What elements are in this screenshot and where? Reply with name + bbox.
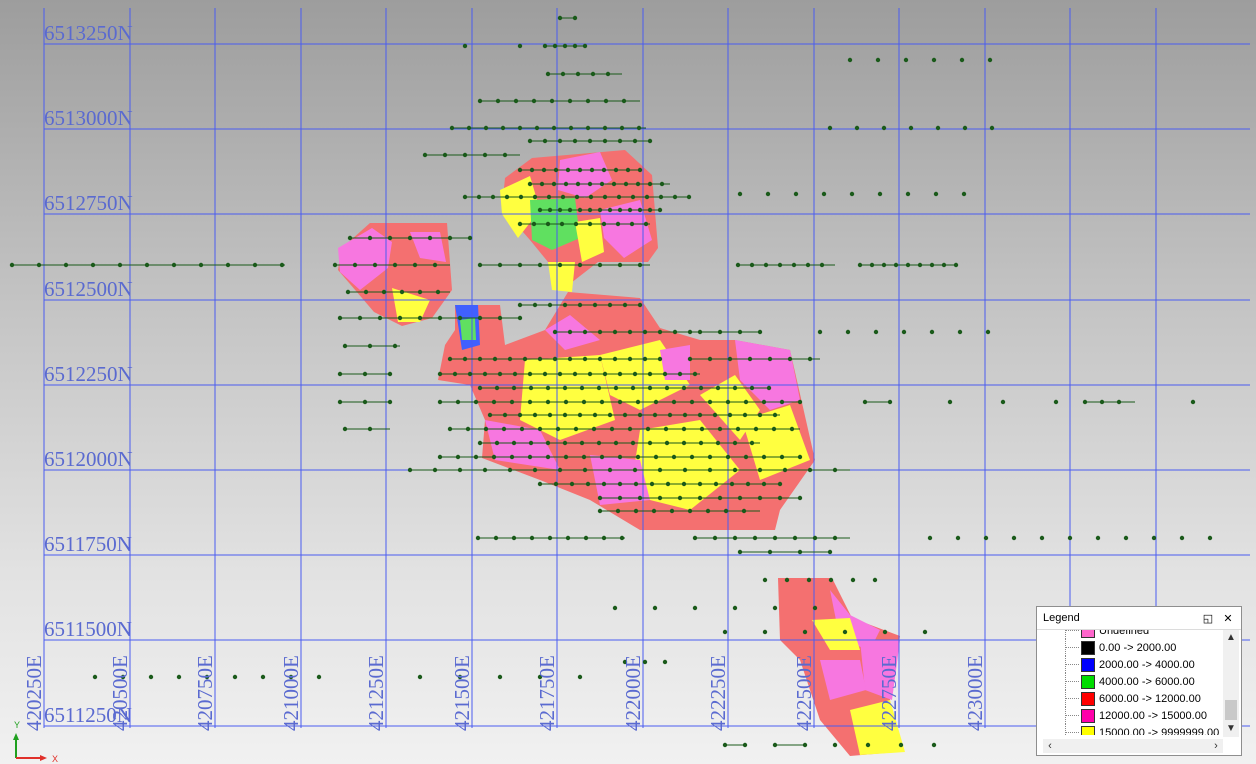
legend-item-label: 15000.00 -> 9999999.00 [1099, 726, 1219, 736]
scroll-left-icon[interactable]: ‹ [1048, 740, 1052, 752]
easting-label: 420750E [193, 655, 217, 731]
legend-item-label: 2000.00 -> 4000.00 [1099, 658, 1195, 671]
legend-list: Undefined 0.00 -> 2000.00 2000.00 -> 4000.… [1043, 630, 1219, 735]
close-icon[interactable]: ✕ [1223, 612, 1233, 625]
legend-item: 15000.00 -> 9999999.00 [1043, 724, 1219, 735]
easting-label: 422250E [706, 655, 730, 731]
easting-label: 421250E [364, 655, 388, 731]
northing-label: 6512750N [44, 191, 133, 215]
legend-item-label: 12000.00 -> 15000.00 [1099, 709, 1207, 722]
grid-lines [43, 8, 1250, 728]
northing-label: 6511750N [44, 532, 132, 556]
x-axis-label: X [52, 754, 59, 764]
legend-swatch [1081, 691, 1095, 706]
easting-label: 422750E [877, 655, 901, 731]
northing-label: 6513250N [44, 21, 133, 45]
legend-horizontal-scrollbar[interactable]: ‹ › [1043, 739, 1223, 753]
legend-item: 0.00 -> 2000.00 [1043, 639, 1219, 656]
northing-label: 6512500N [44, 277, 133, 301]
easting-label: 423000E [963, 655, 987, 731]
y-axis-label: Y [14, 720, 21, 730]
legend-header: Legend ◱ ✕ [1037, 607, 1241, 630]
legend-item: Undefined [1043, 630, 1219, 639]
restore-icon[interactable]: ◱ [1202, 612, 1214, 625]
northing-label: 6511250N [44, 703, 132, 727]
northing-label: 6512000N [44, 447, 133, 471]
drillhole-layer [9, 15, 1213, 748]
scroll-right-icon[interactable]: › [1214, 740, 1218, 752]
legend-swatch [1081, 657, 1095, 672]
easting-label: 421500E [450, 655, 474, 731]
legend-item: 2000.00 -> 4000.00 [1043, 656, 1219, 673]
legend-item: 4000.00 -> 6000.00 [1043, 673, 1219, 690]
legend-swatch [1081, 708, 1095, 723]
legend-swatch [1081, 640, 1095, 655]
legend-item-label: 0.00 -> 2000.00 [1099, 641, 1177, 654]
easting-label: 420500E [108, 655, 132, 731]
northing-label: 6511500N [44, 617, 132, 641]
easting-label: 422000E [621, 655, 645, 731]
legend-item-label: 4000.00 -> 6000.00 [1099, 675, 1195, 688]
northing-label: 6513000N [44, 106, 133, 130]
easting-label: 420250E [22, 655, 46, 731]
legend-item: 12000.00 -> 15000.00 [1043, 707, 1219, 724]
legend-panel[interactable]: Legend ◱ ✕ Undefined 0.00 -> 2000.00 2000.… [1036, 606, 1242, 756]
legend-item: 6000.00 -> 12000.00 [1043, 690, 1219, 707]
scroll-down-icon[interactable]: ▼ [1226, 723, 1236, 734]
legend-swatch [1081, 674, 1095, 689]
axis-triad-icon [13, 733, 47, 761]
legend-item-label: Undefined [1099, 630, 1150, 637]
legend-item-label: 6000.00 -> 12000.00 [1099, 692, 1201, 705]
legend-swatch [1081, 630, 1095, 638]
easting-label: 422500E [792, 655, 816, 731]
scroll-up-icon[interactable]: ▲ [1226, 632, 1236, 643]
easting-label: 421750E [535, 655, 559, 731]
legend-vertical-scrollbar[interactable]: ▲ ▼ [1223, 630, 1239, 737]
scroll-thumb[interactable] [1225, 700, 1237, 720]
legend-title: Legend [1043, 612, 1080, 624]
legend-swatch [1081, 725, 1095, 735]
northing-label: 6512250N [44, 362, 133, 386]
easting-label: 421000E [279, 655, 303, 731]
